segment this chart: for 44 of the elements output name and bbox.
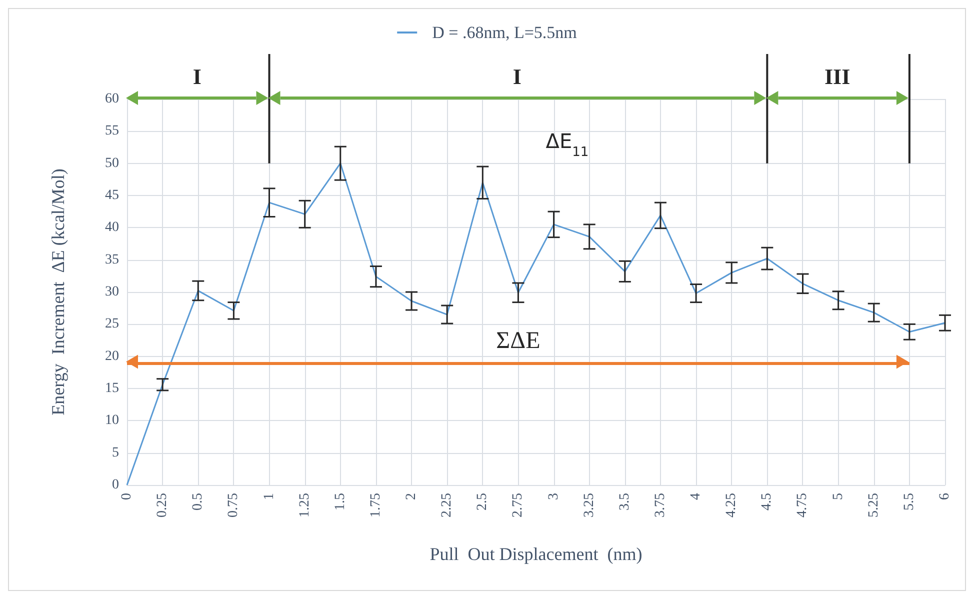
x-tick-label: 1.75 [368, 493, 384, 518]
y-tick-label: 45 [105, 188, 119, 203]
x-tick-label: 3.25 [582, 493, 597, 518]
x-tick-label: 4.5 [760, 493, 775, 510]
x-tick-label: 3.75 [652, 493, 668, 518]
x-tick-label: 1.5 [332, 493, 348, 510]
annotation: ΔE$_{11}$ [546, 129, 589, 160]
x-tick-label: 2.75 [510, 493, 526, 518]
ref-line-label: ΣΔE [496, 328, 540, 354]
x-tick-label: 0.5 [190, 493, 206, 510]
x-tick-label: 6 [938, 493, 952, 500]
y-tick-label: 30 [105, 284, 119, 300]
x-tick-label: 2.5 [475, 493, 490, 510]
x-tick-label: 5 [830, 493, 846, 500]
y-tick-label: 15 [105, 381, 119, 396]
x-tick-label: 4 [688, 493, 704, 500]
y-axis-title: Energy Increment ΔE (kcal/Mol) [48, 168, 68, 416]
y-tick-label: 5 [112, 445, 119, 460]
x-tick-label: 5.5 [902, 493, 917, 510]
x-tick-label: 4.25 [724, 493, 740, 518]
x-tick-label: 0 [120, 493, 134, 500]
y-tick-label: 10 [105, 413, 119, 428]
y-tick-label: 35 [105, 252, 119, 268]
x-tick-label: 1.25 [297, 493, 312, 518]
y-tick-label: 25 [105, 316, 119, 332]
x-tick-label: 0.25 [155, 493, 170, 518]
x-tick-label: 5.25 [866, 493, 882, 518]
legend-label: D = .68nm, L=5.5nm [432, 23, 577, 42]
x-tick-label: 2.25 [440, 493, 455, 518]
x-axis-title: Pull Out Displacement (nm) [430, 544, 642, 564]
text: III [824, 64, 850, 89]
text: I [512, 64, 522, 89]
x-tick-label: 1 [262, 493, 277, 500]
y-tick-label: 55 [105, 124, 119, 139]
text: I [192, 64, 202, 89]
y-tick-label: 40 [105, 220, 119, 236]
x-tick-label: 3.5 [617, 493, 632, 510]
x-tick-label: 3 [546, 493, 562, 500]
x-tick-label: 2 [404, 493, 420, 500]
y-tick-label: 20 [105, 348, 119, 364]
y-tick-label: 50 [105, 156, 119, 171]
x-tick-label: 0.75 [226, 493, 242, 518]
x-tick-label: 4.75 [795, 493, 810, 518]
y-tick-label: 60 [105, 92, 119, 106]
